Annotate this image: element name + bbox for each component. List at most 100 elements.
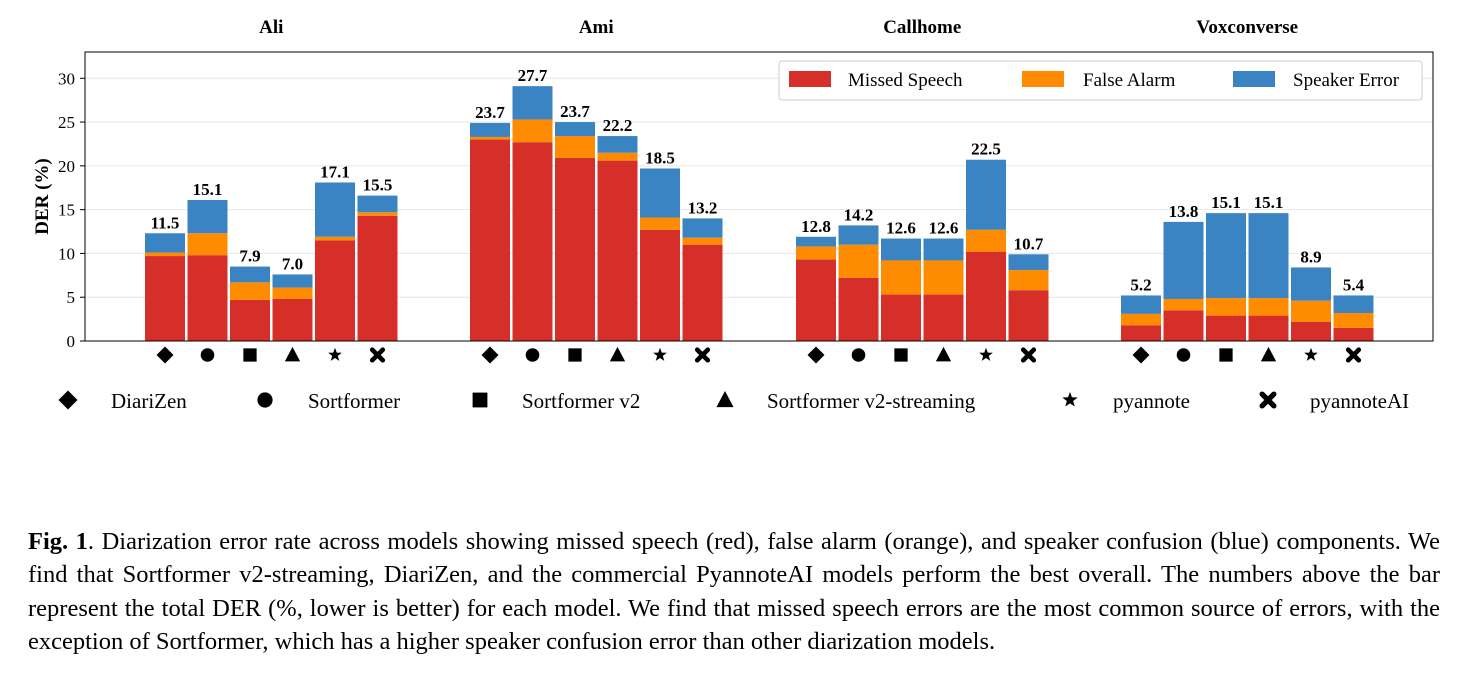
x-tick-star-marker [653,347,667,361]
speaker-error-segment [1248,213,1289,299]
false-alarm-segment [966,229,1006,252]
bar-total-label: 12.6 [929,219,959,238]
bar-total-label: 13.8 [1169,202,1199,221]
bar-total-label: 22.2 [603,116,633,135]
missed-speech-segment [315,240,355,341]
legend-x-marker [1259,391,1277,409]
false-alarm-segment [838,244,879,278]
legend-model-diarizen: DiariZen [111,389,187,413]
y-tick-label: 10 [58,244,75,263]
y-axis-label: DER (%) [32,158,53,235]
speaker-error-segment [796,236,836,247]
false-alarm-segment [187,233,228,256]
x-tick-circle-marker [851,348,866,362]
y-tick-label: 15 [58,201,75,220]
speaker-error-segment [315,182,355,237]
speaker-error-segment [555,122,595,137]
x-tick-square-marker [1219,348,1233,362]
missed-speech-segment [357,215,398,341]
missed-speech-segment [682,244,723,341]
speaker-error-segment [838,225,879,245]
false-alarm-segment [230,282,270,300]
missed-speech-segment [1121,325,1161,341]
bar-total-label: 15.1 [1254,193,1284,212]
missed-speech-segment [640,229,680,341]
figure-label: Fig. 1 [28,527,88,555]
der-stacked-bar-chart: 0 5 10 15 20 25 30 DER (%) Ali 11.5 15.1 7.9 7.0 17.1… [32,17,1434,413]
missed-speech-segment [145,256,185,341]
x-tick-circle-marker [1176,348,1191,362]
component-legend [778,60,1423,101]
x-tick-x-marker [1020,347,1037,363]
figure-caption: Fig. 1. Diarization error rate across mo… [28,525,1440,659]
missed-speech-segment [230,299,270,341]
y-tick-label: 25 [58,113,75,132]
x-tick-diamond-marker [807,346,825,364]
missed-speech-segment [470,139,510,341]
false-alarm-segment [640,217,680,230]
x-tick-star-marker [1304,347,1318,361]
false-alarm-segment [470,136,510,140]
false-alarm-segment [1291,300,1331,322]
missed-speech-segment [1333,327,1374,341]
legend-model-sortformer: Sortformer [308,389,400,413]
missed-speech-segment [796,259,836,341]
false-alarm-segment [682,237,723,245]
legend-model-sortformer-v2: Sortformer v2 [522,389,640,413]
missed-speech-segment [187,255,228,341]
group-title-ali: Ali [259,17,283,38]
missed-speech-segment [1163,310,1204,341]
missed-speech-segment [1248,315,1289,341]
bar-total-label: 13.2 [688,198,718,217]
legend-model-pyannoteai: pyannoteAI [1310,389,1409,413]
missed-speech-segment [881,294,921,341]
missed-speech-segment [1206,315,1246,341]
y-tick-label: 30 [58,69,75,88]
x-tick-triangle-marker [284,346,301,362]
x-tick-square-marker [894,348,908,362]
false-alarm-segment [1206,298,1246,316]
missed-speech-segment [966,251,1006,341]
missed-speech-segment [555,157,595,341]
false-alarm-segment [145,252,185,257]
x-tick-circle-marker [200,348,215,362]
group-title-ami: Ami [579,17,614,38]
missed-speech-segment [923,294,964,341]
bar-total-label: 12.8 [801,217,831,236]
y-tick-label: 20 [58,157,75,176]
bar-total-label: 15.1 [193,180,223,199]
missed-speech-segment [597,160,638,341]
bar-total-label: 5.4 [1343,275,1365,294]
legend-diamond-marker [58,390,78,410]
false-alarm-segment [1333,312,1374,328]
bar-total-label: 17.1 [320,162,350,181]
legend-label-false-alarm: False Alarm [1083,70,1176,91]
legend-swatch-false-alarm [1022,71,1064,87]
speaker-error-segment [230,266,270,283]
speaker-error-segment [640,168,680,218]
x-tick-x-marker [694,347,711,363]
speaker-error-segment [966,159,1006,230]
legend-star-marker [1062,391,1078,407]
speaker-error-segment [1333,295,1374,313]
missed-speech-segment [512,142,553,341]
false-alarm-segment [357,212,398,216]
legend-model-pyannote: pyannote [1113,389,1190,413]
legend-swatch-speaker-error [1233,71,1275,87]
legend-square-marker [472,392,488,408]
bar-total-label: 15.1 [1211,193,1241,212]
x-tick-square-marker [243,348,257,362]
false-alarm-segment [315,236,355,241]
speaker-error-segment [1163,221,1204,299]
legend-model-sortformer-v2-streaming: Sortformer v2-streaming [767,389,976,413]
speaker-error-segment [145,233,185,253]
x-tick-square-marker [568,348,582,362]
bar-total-label: 11.5 [151,213,180,232]
missed-speech-segment [1291,321,1331,341]
group-title-voxconverse: Voxconverse [1196,17,1298,38]
false-alarm-segment [1008,270,1049,291]
group-title-callhome: Callhome [883,17,961,38]
speaker-error-segment [1291,267,1331,301]
speaker-error-segment [1008,254,1049,271]
bar-total-label: 7.9 [239,247,260,266]
